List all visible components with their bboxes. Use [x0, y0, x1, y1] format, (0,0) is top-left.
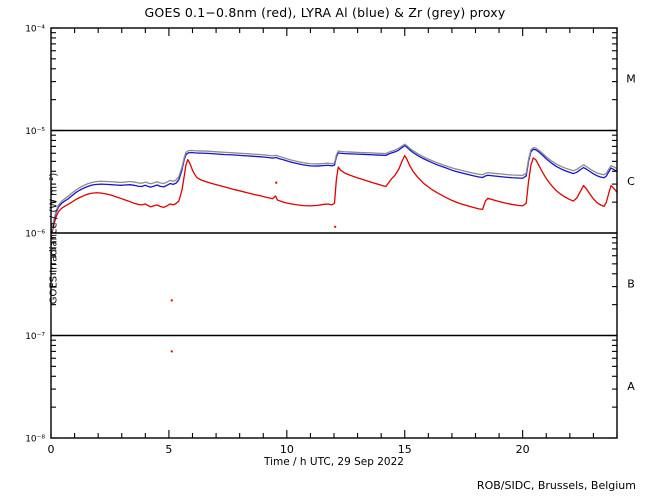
y-tick-label: 10⁻⁷: [25, 332, 45, 342]
flare-class-lines: [51, 129, 617, 337]
series-line-grey: [50, 143, 618, 233]
x-tick-label: 15: [398, 443, 412, 456]
flare-class-label-B: B: [627, 278, 635, 291]
y-axis-label: GOES Irradiance / (W m⁻²): [48, 172, 60, 305]
x-axis-label: Time / h UTC, 29 Sep 2022: [264, 456, 404, 468]
x-tick-label: 20: [516, 443, 530, 456]
series-dropout-point-red: [334, 225, 337, 228]
credit-text: ROB/SIDC, Brussels, Belgium: [476, 479, 636, 492]
x-tick-label: 10: [280, 443, 294, 456]
series-line-blue: [50, 145, 618, 234]
x-tick-label: 0: [48, 443, 55, 456]
flare-class-label-C: C: [627, 175, 635, 188]
y-tick-label: 10⁻⁴: [25, 25, 45, 35]
x-tick-labels: 0 5 10 15 20: [48, 443, 530, 456]
data-series-group: [50, 143, 618, 353]
y-tick-labels: 10⁻⁸ 10⁻⁷ 10⁻⁶ 10⁻⁵ 10⁻⁴: [25, 25, 45, 445]
flare-class-label-M: M: [626, 73, 636, 86]
series-line-red: [50, 154, 618, 234]
flare-class-label-A: A: [627, 380, 635, 393]
series-dropout-point-red: [275, 181, 278, 184]
y-tick-label: 10⁻⁸: [25, 435, 45, 445]
y-tick-label: 10⁻⁶: [25, 230, 45, 240]
y-tick-label: 10⁻⁵: [25, 127, 45, 137]
series-dropout-point-red: [170, 299, 173, 302]
chart-title: GOES 0.1−0.8nm (red), LYRA Al (blue) & Z…: [144, 5, 506, 20]
flare-class-labels: M C B A: [626, 73, 636, 394]
plot-frame: [50, 27, 618, 439]
series-dropout-point-red: [170, 350, 173, 353]
x-tick-label: 5: [165, 443, 172, 456]
